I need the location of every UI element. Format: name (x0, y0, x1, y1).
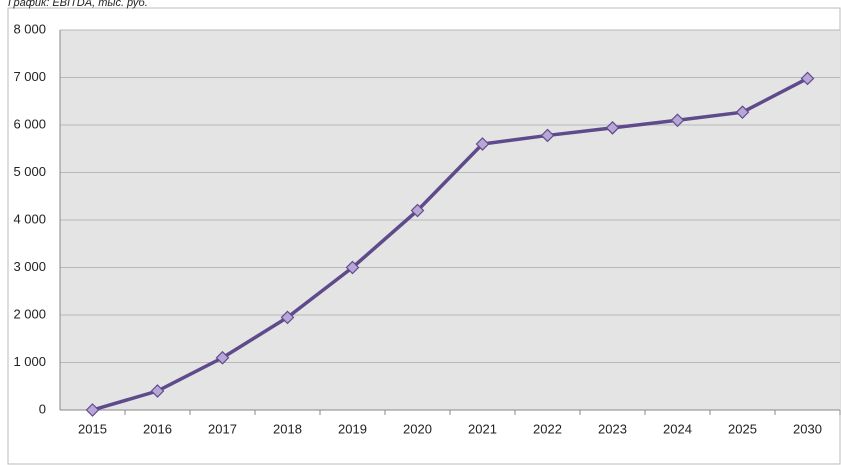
y-tick-label: 4 000 (13, 211, 46, 226)
data-marker (280, 310, 295, 325)
x-tick-label: 2022 (533, 421, 562, 436)
data-marker (735, 105, 750, 120)
data-marker (85, 403, 100, 417)
x-tick-label: 2015 (78, 421, 107, 436)
data-marker (800, 71, 815, 86)
x-tick-label: 2024 (663, 421, 692, 436)
y-tick-label: 2 000 (13, 306, 46, 321)
x-tick-label: 2030 (793, 421, 822, 436)
x-tick-label: 2025 (728, 421, 757, 436)
y-tick-label: 3 000 (13, 259, 46, 274)
y-tick-label: 0 (39, 401, 46, 416)
data-marker (540, 128, 555, 143)
data-marker (215, 350, 230, 365)
data-marker (670, 113, 685, 128)
x-tick-label: 2018 (273, 421, 302, 436)
y-tick-label: 5 000 (13, 164, 46, 179)
x-tick-label: 2023 (598, 421, 627, 436)
x-tick-label: 2016 (143, 421, 172, 436)
data-marker (475, 137, 490, 151)
chart-title: График: EBITDA, тыс. руб. (8, 0, 148, 9)
x-tick-label: 2020 (403, 421, 432, 436)
data-marker (605, 121, 620, 135)
x-tick-label: 2019 (338, 421, 367, 436)
x-tick-label: 2017 (208, 421, 237, 436)
x-tick-label: 2021 (468, 421, 497, 436)
data-marker (410, 203, 425, 218)
y-tick-label: 1 000 (13, 354, 46, 369)
data-marker (150, 384, 165, 398)
y-tick-label: 7 000 (13, 69, 46, 84)
y-tick-label: 8 000 (13, 21, 46, 36)
data-marker (345, 260, 360, 275)
data-line (92, 76, 809, 412)
y-tick-label: 6 000 (13, 116, 46, 131)
